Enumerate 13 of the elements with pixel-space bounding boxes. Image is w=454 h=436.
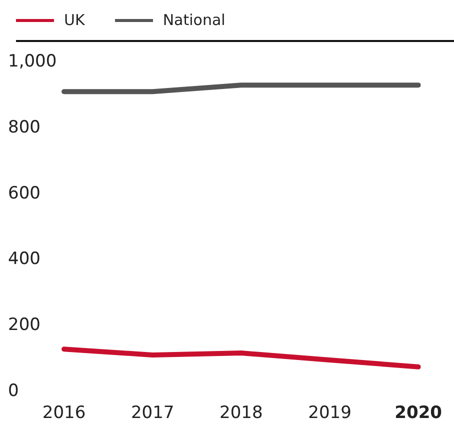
y-tick-label: 200 — [8, 315, 40, 336]
x-tick-label: 2019 — [308, 403, 352, 424]
x-tick-label: 2017 — [130, 403, 174, 424]
x-tick-label: 2018 — [220, 403, 263, 424]
x-tick-label: 2016 — [42, 403, 86, 424]
y-tick-label: 0 — [8, 381, 19, 402]
legend-label: National — [162, 11, 226, 29]
x-tick-label: 2020 — [394, 403, 442, 424]
legend-label: UK — [64, 11, 85, 29]
y-tick-label: 600 — [8, 183, 40, 204]
y-tick-label: 1,000 — [8, 51, 57, 72]
y-tick-label: 400 — [8, 249, 40, 270]
y-tick-label: 800 — [8, 117, 40, 138]
